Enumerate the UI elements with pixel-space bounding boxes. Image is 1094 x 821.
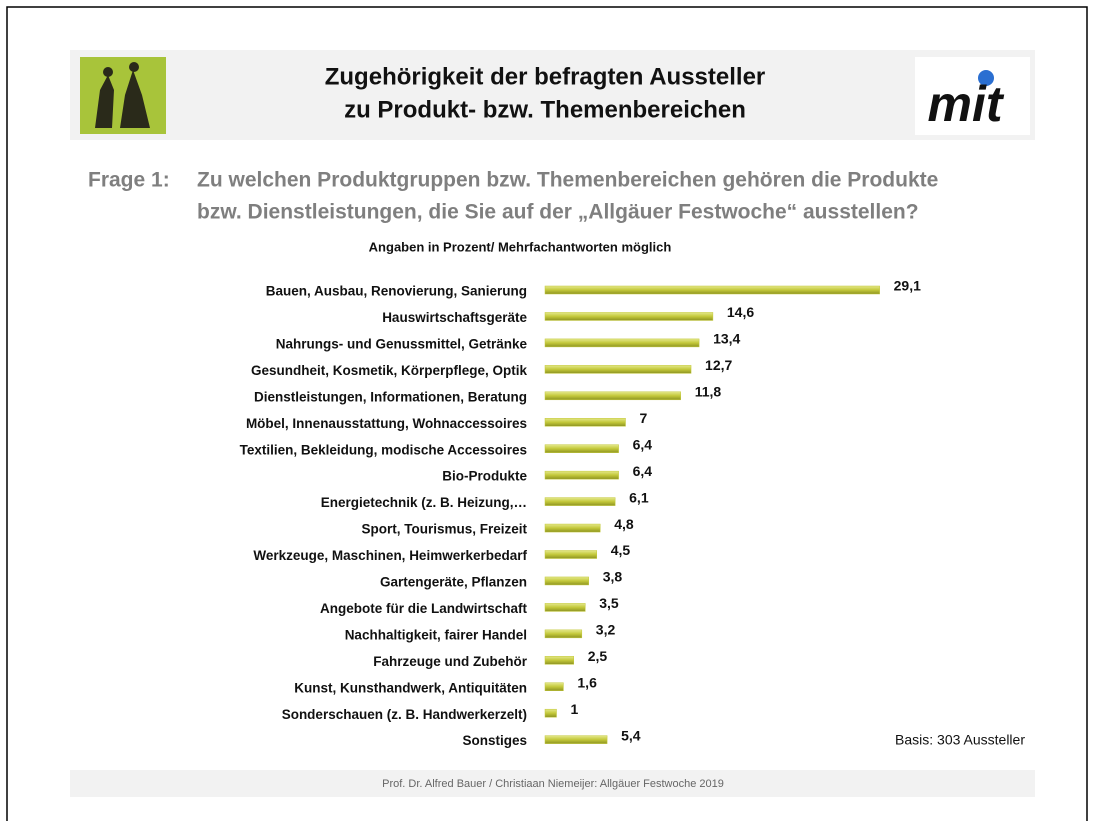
category-label: Sonderschauen (z. B. Handwerkerzelt): [282, 707, 527, 722]
bar: [544, 285, 880, 295]
question-line: Zu welchen Produktgruppen bzw. Themenber…: [197, 169, 938, 192]
value-label: 13,4: [713, 331, 740, 347]
category-label: Textilien, Bekleidung, modische Accessoi…: [240, 442, 527, 457]
value-label: 29,1: [894, 278, 921, 294]
category-label: Möbel, Innenausstattung, Wohnaccessoires: [246, 416, 527, 431]
value-label: 6,4: [633, 463, 653, 479]
category-label: Energietechnik (z. B. Heizung,…: [321, 495, 527, 510]
bar: [544, 576, 589, 586]
value-label: 3,2: [596, 622, 616, 638]
note: Basis: 303 Aussteller: [895, 732, 1025, 748]
bar: [544, 550, 597, 559]
title-line: zu Produkt- bzw. Themenbereichen: [344, 96, 746, 123]
logo-text: mit: [928, 76, 1005, 132]
header-band: [70, 50, 1035, 140]
bar: [544, 444, 619, 453]
bar: [544, 603, 586, 612]
value-label: 1,6: [577, 674, 597, 690]
value-label: 6,4: [633, 436, 653, 452]
bar: [544, 338, 700, 348]
bar: [544, 418, 626, 427]
value-label: 12,7: [705, 357, 732, 373]
category-label: Gartengeräte, Pflanzen: [380, 575, 527, 590]
value-label: 4,5: [611, 542, 631, 558]
bar: [544, 497, 616, 506]
bar: [544, 523, 601, 533]
frame: [6, 6, 1088, 821]
category-label: Nahrungs- und Genussmittel, Getränke: [276, 336, 528, 351]
title-line: Zugehörigkeit der befragten Aussteller: [325, 63, 766, 90]
footer: Prof. Dr. Alfred Bauer / Christiaan Niem…: [382, 778, 724, 790]
value-label: 2,5: [588, 648, 608, 664]
value-label: 6,1: [629, 489, 649, 505]
bar: [544, 656, 574, 665]
bar: [544, 708, 557, 718]
category-label: Sonstiges: [462, 733, 527, 748]
question-line: bzw. Dienstleistungen, die Sie auf der „…: [197, 201, 919, 224]
bar: [544, 735, 608, 744]
category-label: Bio-Produkte: [442, 469, 527, 484]
value-label: 11,8: [695, 384, 722, 400]
category-label: Angebote für die Landwirtschaft: [320, 601, 528, 616]
category-label: Gesundheit, Kosmetik, Körperpflege, Opti…: [251, 363, 528, 378]
category-label: Bauen, Ausbau, Renovierung, Sanierung: [266, 284, 527, 299]
value-label: 4,8: [614, 516, 634, 532]
bar: [544, 391, 681, 401]
bar: [544, 682, 564, 691]
category-label: Werkzeuge, Maschinen, Heimwerkerbedarf: [253, 548, 527, 563]
question-label: Frage 1:: [88, 169, 170, 192]
subtitle: Angaben in Prozent/ Mehrfachantworten mö…: [369, 239, 672, 254]
right-logo: mit: [915, 57, 1030, 135]
bar: [544, 312, 714, 321]
bar: [544, 365, 692, 374]
value-label: 5,4: [621, 727, 641, 743]
value-label: 14,6: [727, 304, 754, 320]
value-label: 3,8: [603, 569, 623, 585]
bar: [544, 470, 619, 480]
value-label: 7: [640, 410, 648, 426]
value-label: 3,5: [599, 595, 619, 611]
category-label: Hauswirtschaftsgeräte: [382, 310, 527, 325]
value-label: 1: [571, 701, 579, 717]
footer-band: [70, 770, 1035, 797]
category-label: Kunst, Kunsthandwerk, Antiquitäten: [294, 680, 527, 695]
category-label: Nachhaltigkeit, fairer Handel: [345, 627, 527, 642]
left-logo: [80, 57, 166, 134]
category-label: Fahrzeuge und Zubehör: [373, 654, 527, 669]
bar: [544, 629, 583, 639]
category-label: Sport, Tourismus, Freizeit: [361, 522, 527, 537]
category-label: Dienstleistungen, Informationen, Beratun…: [254, 389, 527, 404]
